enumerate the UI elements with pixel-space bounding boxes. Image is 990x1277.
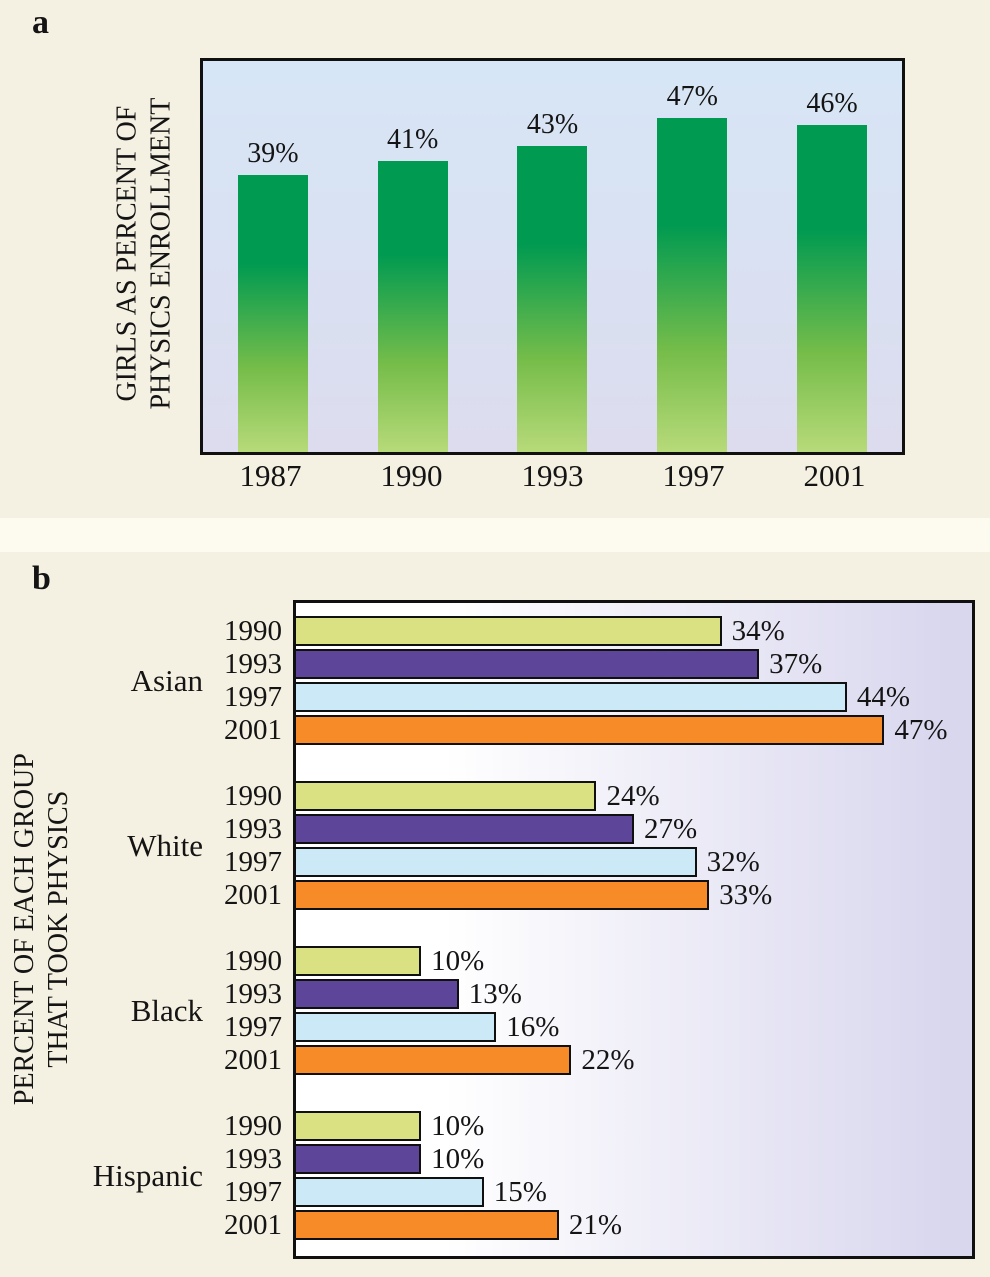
chart-a-bar-column: 43% [483, 61, 623, 452]
chart-b-bar [296, 682, 847, 712]
panel-b: b PERCENT OF EACH GROUP THAT TOOK PHYSIC… [0, 552, 990, 1277]
chart-b-bar-value-label: 44% [856, 681, 910, 713]
chart-a-y-axis-title-text: GIRLS AS PERCENT OF PHYSICS ENROLLMENT [110, 98, 177, 410]
chart-b-bar-value-label: 16% [506, 1011, 560, 1043]
chart-b-bar-value-label: 15% [493, 1176, 547, 1208]
chart-a-plot-area: 39% 41% 43% 47% 46% [200, 58, 905, 455]
panel-a: a GIRLS AS PERCENT OF PHYSICS ENROLLMENT… [0, 0, 990, 518]
chart-b-bar [296, 979, 459, 1009]
chart-a-bar-value-label: 43% [526, 109, 579, 141]
chart-a-bar [377, 160, 448, 452]
chart-a-y-axis-title-line1: GIRLS AS PERCENT OF [111, 105, 143, 402]
chart-a-bar-column: 47% [622, 61, 762, 452]
chart-b-bar-value-label: 21% [568, 1209, 623, 1241]
chart-b-bar [296, 1111, 422, 1141]
chart-b-year-label: 1993 [224, 1143, 282, 1175]
chart-b-bar [296, 1045, 572, 1075]
chart-a-x-axis: 1987 1990 1993 1997 2001 [200, 458, 905, 494]
chart-a-x-tick-label: 2001 [803, 458, 866, 493]
chart-a-y-axis-title: GIRLS AS PERCENT OF PHYSICS ENROLLMENT [98, 58, 190, 449]
chart-b-group-label: Black [130, 992, 203, 1028]
chart-b-year-label: 1997 [224, 1011, 282, 1043]
chart-a-bar-column: 46% [762, 61, 902, 452]
chart-a-bar-value-label: 47% [666, 80, 718, 112]
chart-a-x-tick-label: 1987 [239, 458, 302, 493]
chart-b-bar [296, 649, 760, 679]
chart-b-bar [296, 946, 422, 976]
chart-b-group-label: White [127, 827, 203, 863]
chart-b-group-label: Asian [130, 662, 203, 698]
chart-b-bar-value-label: 32% [706, 846, 760, 878]
chart-b-bar [296, 1144, 422, 1174]
chart-b-bar [296, 781, 597, 811]
chart-b-year-label: 1990 [224, 780, 282, 812]
chart-a-bar-column: 39% [203, 61, 343, 452]
chart-b-year-label: 2001 [224, 879, 282, 911]
chart-b-bar-value-label: 24% [606, 780, 660, 812]
chart-a-bar [517, 146, 588, 452]
chart-a-bar-value-label: 39% [247, 137, 299, 169]
chart-b-bar-value-label: 33% [719, 879, 773, 911]
chart-b-year-label: 1990 [224, 615, 282, 647]
chart-b-bar-value-label: 10% [431, 1110, 485, 1142]
chart-b-year-label: 2001 [224, 714, 282, 746]
chart-b-bar-value-label: 37% [769, 648, 823, 680]
chart-b-bar-value-label: 47% [894, 714, 948, 746]
chart-a-bar-value-label: 41% [387, 123, 439, 155]
chart-b: 34% 37% 44% 47% 24% 27% 32% 33% 10% 13% 16% 22% 10% 1… [0, 600, 978, 1259]
chart-b-bar-value-label: 10% [431, 945, 485, 977]
panel-a-label: a [32, 4, 49, 41]
chart-b-bar [296, 880, 710, 910]
panel-divider [0, 518, 990, 552]
chart-b-year-label: 1997 [224, 681, 282, 713]
chart-b-bar-value-label: 22% [581, 1044, 635, 1076]
chart-b-year-label: 2001 [224, 1209, 282, 1241]
chart-b-bar-value-label: 34% [731, 615, 785, 647]
chart-a-bar-column: 41% [343, 61, 483, 452]
chart-b-year-label: 1990 [224, 1110, 282, 1142]
chart-b-bar-value-label: 10% [431, 1143, 485, 1175]
chart-b-year-label: 1997 [224, 846, 282, 878]
chart-b-year-label: 1993 [224, 813, 282, 845]
chart-b-bar [296, 1177, 484, 1207]
chart-a-x-tick-label: 1997 [662, 458, 725, 493]
chart-b-bar [296, 1210, 559, 1240]
chart-b-bar [296, 814, 634, 844]
chart-b-year-label: 1990 [224, 945, 282, 977]
chart-b-bar [296, 1012, 497, 1042]
chart-b-year-label: 1993 [224, 648, 282, 680]
panel-b-label: b [32, 560, 51, 597]
chart-b-bar-value-label: 27% [644, 813, 698, 845]
chart-b-bar [296, 847, 697, 877]
chart-a-bar [657, 117, 728, 452]
chart-a-bar [797, 124, 868, 452]
chart-a-bar [237, 174, 308, 452]
chart-a-bar-value-label: 46% [806, 87, 858, 119]
chart-b-bar [296, 715, 885, 745]
chart-b-group-label: Hispanic [92, 1157, 203, 1193]
chart-b-bar [296, 616, 722, 646]
chart-a-x-tick-label: 1993 [521, 458, 584, 493]
chart-b-year-label: 1993 [224, 978, 282, 1010]
chart-b-year-label: 1997 [224, 1176, 282, 1208]
chart-b-plot-area: 34% 37% 44% 47% 24% 27% 32% 33% 10% 13% 16% 22% 10% 1… [293, 600, 975, 1259]
chart-a-x-tick-label: 1990 [380, 458, 443, 493]
chart-a-y-axis-title-line2: PHYSICS ENROLLMENT [145, 97, 177, 410]
chart-b-year-label: 2001 [224, 1044, 282, 1076]
chart-b-bar-value-label: 13% [468, 978, 522, 1010]
